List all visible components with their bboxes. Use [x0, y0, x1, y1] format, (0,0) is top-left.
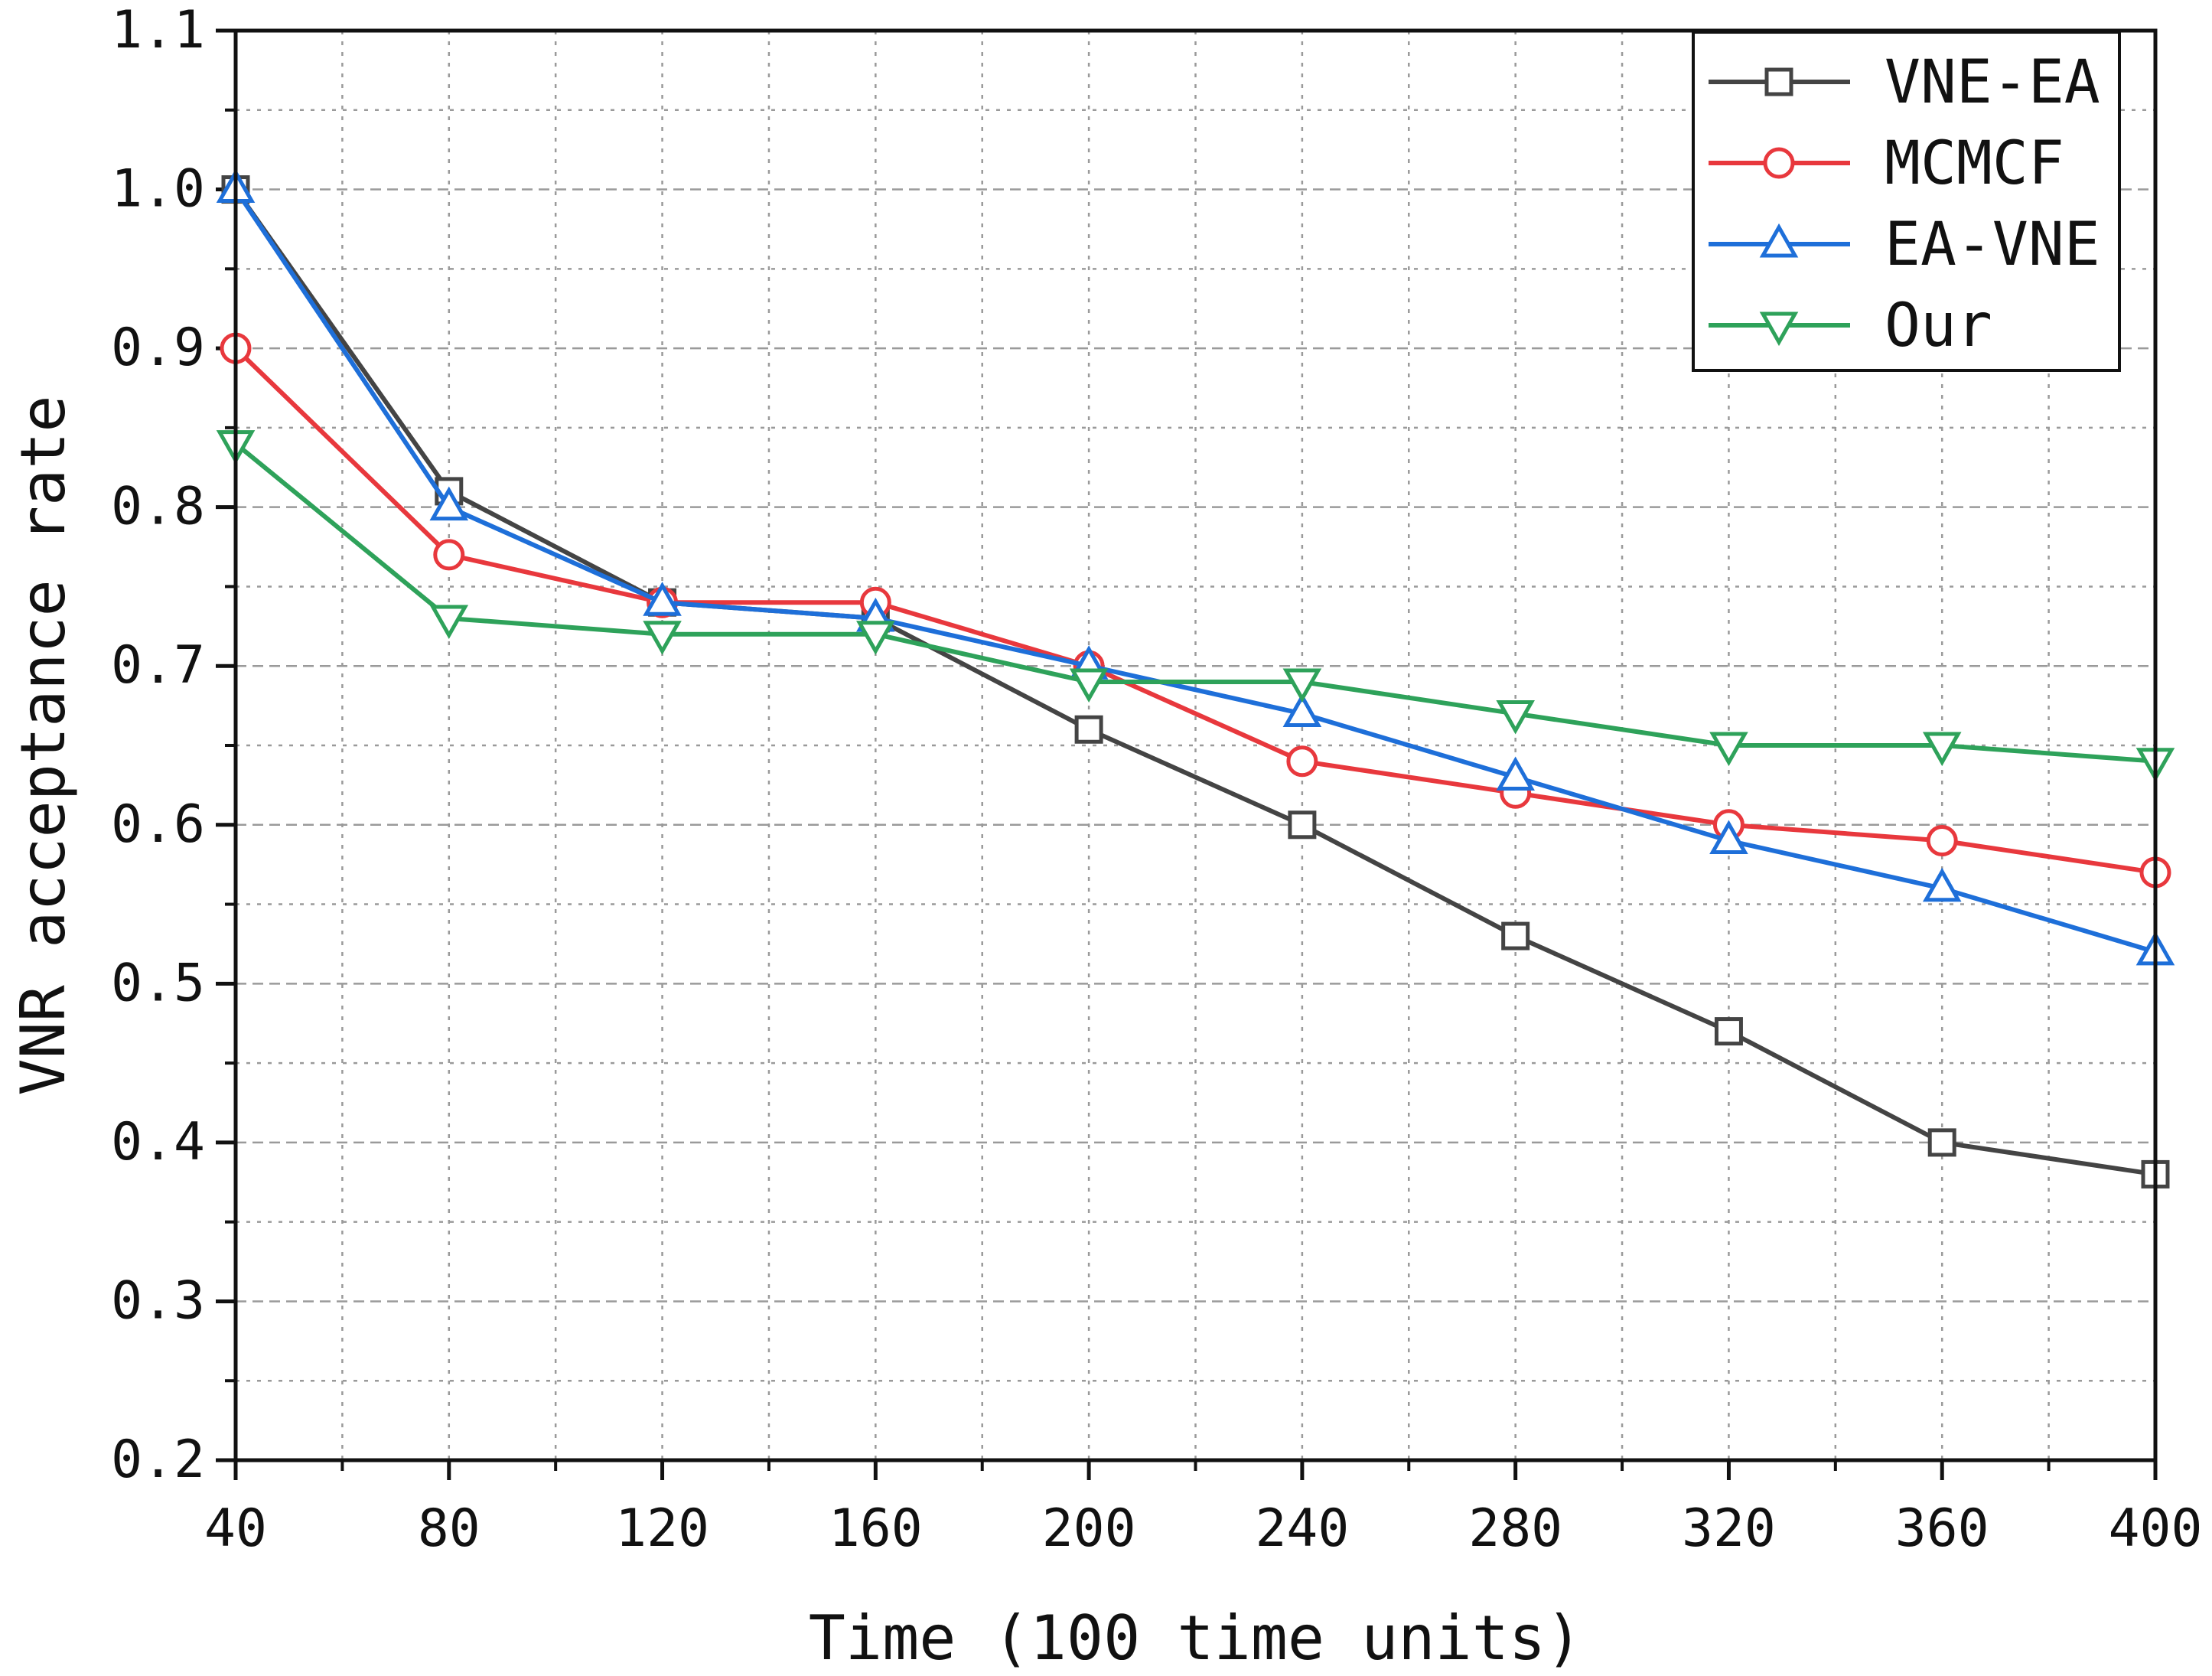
y-tick-label: 0.8	[111, 477, 205, 537]
series-line-mcmcf	[233, 346, 2156, 875]
data-point-ea-vne	[1922, 867, 1962, 902]
data-point-our	[1496, 699, 1535, 735]
plot-frame	[233, 28, 2158, 1462]
data-point-ea-vne	[1709, 820, 1748, 855]
legend-marker	[1759, 311, 1799, 347]
y-tick-label: 1.0	[111, 159, 205, 220]
data-point-ea-vne	[1496, 756, 1535, 791]
legend-marker	[1763, 147, 1795, 179]
y-tick-label: 0.5	[111, 953, 205, 1013]
y-tick-label: 0.3	[111, 1270, 205, 1331]
series-line-vne-ea	[233, 187, 2156, 1177]
legend-item-our: Our	[1709, 292, 1992, 360]
legend-label: VNE-EA	[1885, 48, 2100, 117]
data-point-mcmcf	[1926, 825, 1958, 857]
axis-ticks: 40 80 120 160 200 240 280 320 360 400 0.2 0.3 0.4 0.5…	[111, 0, 2202, 1559]
data-point-our	[856, 621, 895, 655]
data-point-vne-ea	[1927, 1128, 1956, 1157]
data-point-our	[1709, 732, 1748, 767]
x-tick-label: 240	[1255, 1498, 1349, 1559]
legend-item-vne-ea: VNE-EA	[1709, 48, 2100, 117]
data-point-ea-vne	[1282, 693, 1322, 727]
x-tick-label: 160	[829, 1498, 923, 1559]
legend-marker	[1764, 67, 1793, 96]
y-tick-label: 1.1	[111, 0, 205, 60]
y-tick-label: 0.4	[111, 1112, 205, 1172]
legend-label: EA-VNE	[1885, 210, 2100, 279]
y-axis-title: VNR acceptance rate	[8, 395, 79, 1095]
legend: VNE-EA MCMCF EA-VNE Our	[1692, 31, 2121, 372]
x-tick-label: 400	[2109, 1498, 2203, 1559]
x-axis-title: Time (100 time units)	[809, 1603, 1582, 1674]
series-group	[216, 168, 2175, 1189]
legend-item-mcmcf: MCMCF	[1709, 129, 2064, 198]
series-our	[216, 430, 2175, 782]
y-tick-label: 0.7	[111, 635, 205, 696]
data-point-vne-ea	[1501, 921, 1530, 950]
x-tick-label: 360	[1895, 1498, 1989, 1559]
series-line-ea-vne	[233, 187, 2156, 954]
x-tick-label: 280	[1468, 1498, 1562, 1559]
legend-label: MCMCF	[1885, 129, 2064, 198]
data-point-mcmcf	[1286, 745, 1318, 778]
data-point-vne-ea	[1288, 810, 1317, 840]
y-tick-label: 0.2	[111, 1430, 205, 1490]
legend-marker	[1759, 223, 1799, 258]
legend-label: Our	[1885, 292, 1992, 360]
legend-item-ea-vne: EA-VNE	[1709, 210, 2100, 279]
x-tick-label: 80	[418, 1498, 481, 1559]
data-point-mcmcf	[433, 539, 465, 571]
data-point-our	[1922, 732, 1962, 767]
x-tick-label: 40	[204, 1498, 267, 1559]
data-point-ea-vne	[429, 486, 469, 521]
data-point-our	[429, 605, 469, 640]
x-tick-label: 320	[1682, 1498, 1776, 1559]
y-tick-label: 0.6	[111, 794, 205, 855]
data-point-vne-ea	[1714, 1017, 1743, 1046]
data-point-vne-ea	[1074, 715, 1103, 744]
data-point-our	[1282, 668, 1322, 703]
data-point-our	[1069, 668, 1109, 703]
y-tick-label: 0.9	[111, 318, 205, 378]
x-tick-label: 200	[1042, 1498, 1136, 1559]
data-point-ea-vne	[643, 582, 682, 616]
x-tick-label: 120	[615, 1498, 709, 1559]
data-point-our	[643, 621, 682, 655]
series-line-our	[234, 442, 2156, 764]
